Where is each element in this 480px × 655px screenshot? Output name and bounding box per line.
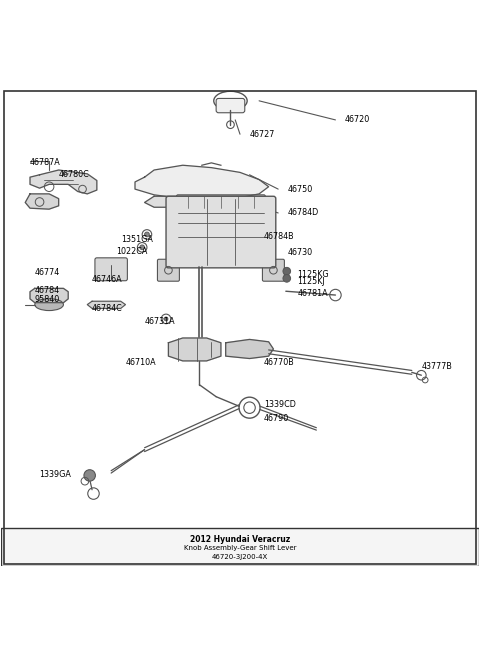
Circle shape	[283, 274, 290, 282]
Text: 46787A: 46787A	[30, 159, 61, 168]
Polygon shape	[25, 194, 59, 209]
Polygon shape	[144, 196, 259, 207]
Text: 1351GA: 1351GA	[120, 234, 153, 244]
Text: 46710A: 46710A	[125, 358, 156, 367]
Text: 46784B: 46784B	[264, 233, 295, 241]
Text: 43777B: 43777B	[421, 362, 452, 371]
FancyBboxPatch shape	[1, 528, 479, 566]
Text: 46730: 46730	[288, 248, 313, 257]
Circle shape	[144, 232, 149, 237]
Text: 2012 Hyundai Veracruz: 2012 Hyundai Veracruz	[190, 535, 290, 544]
Text: 46720: 46720	[345, 115, 370, 124]
Circle shape	[283, 267, 290, 275]
Text: Knob Assembly-Gear Shift Lever: Knob Assembly-Gear Shift Lever	[184, 545, 296, 551]
Text: 46790: 46790	[264, 414, 289, 422]
Circle shape	[84, 470, 96, 481]
Polygon shape	[135, 165, 269, 200]
Text: 46770B: 46770B	[264, 358, 295, 367]
Text: 46720-3J200-4X: 46720-3J200-4X	[212, 553, 268, 559]
Text: 46780C: 46780C	[59, 170, 89, 179]
Text: 46781A: 46781A	[297, 289, 328, 297]
Text: 46750: 46750	[288, 185, 313, 194]
Text: 46784D: 46784D	[288, 208, 319, 217]
Text: 46731A: 46731A	[144, 317, 175, 326]
Text: 46784C: 46784C	[92, 304, 123, 313]
Text: 1339CD: 1339CD	[264, 400, 296, 409]
Text: 95840: 95840	[35, 295, 60, 305]
FancyBboxPatch shape	[95, 258, 127, 281]
Text: 46784: 46784	[35, 286, 60, 295]
FancyBboxPatch shape	[166, 196, 276, 268]
Text: 1022CA: 1022CA	[116, 247, 147, 255]
Polygon shape	[87, 301, 125, 309]
Text: 46774: 46774	[35, 268, 60, 277]
Polygon shape	[226, 339, 274, 358]
Circle shape	[140, 245, 144, 250]
Polygon shape	[168, 338, 221, 361]
FancyBboxPatch shape	[216, 98, 245, 113]
Ellipse shape	[35, 299, 63, 310]
Text: 1125KG: 1125KG	[297, 270, 329, 278]
Text: 46727: 46727	[250, 130, 275, 139]
FancyBboxPatch shape	[177, 195, 265, 210]
FancyBboxPatch shape	[157, 259, 180, 281]
Text: 1125KJ: 1125KJ	[297, 277, 325, 286]
FancyBboxPatch shape	[263, 259, 284, 281]
Polygon shape	[30, 288, 68, 303]
Circle shape	[164, 317, 168, 321]
Text: 46746A: 46746A	[92, 275, 123, 284]
Text: 1339GA: 1339GA	[39, 470, 72, 479]
Polygon shape	[30, 170, 97, 194]
